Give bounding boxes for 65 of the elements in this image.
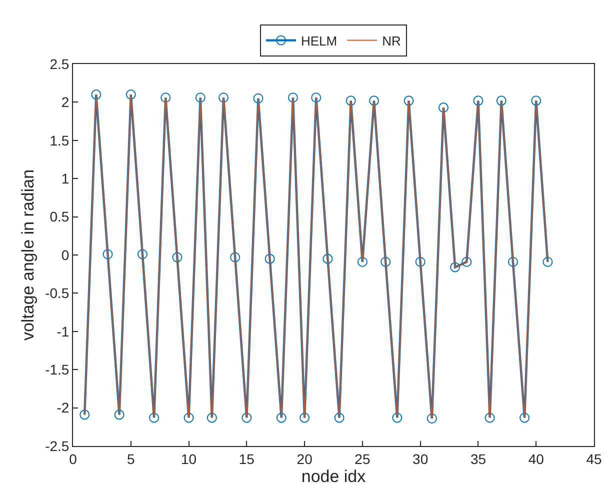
point xyxy=(288,92,298,103)
y-tick-label: -2 xyxy=(56,400,70,416)
point xyxy=(149,412,160,423)
point xyxy=(102,249,113,260)
point xyxy=(184,412,194,423)
point xyxy=(415,256,426,267)
point xyxy=(276,412,286,423)
x-tick-label: 25 xyxy=(354,450,370,467)
x-axis-title: node idx xyxy=(301,467,366,486)
x-tick-label: 35 xyxy=(470,450,486,467)
point xyxy=(300,412,310,423)
point xyxy=(160,92,171,103)
point xyxy=(137,249,148,260)
legend-label: HELM xyxy=(301,33,338,48)
y-tick-label: -0.5 xyxy=(45,285,70,302)
y-tick-label: -1 xyxy=(56,323,70,340)
point xyxy=(195,92,206,103)
point xyxy=(426,414,437,424)
point xyxy=(520,412,530,423)
point xyxy=(404,96,414,106)
point xyxy=(380,256,391,267)
point xyxy=(392,412,402,423)
point xyxy=(450,262,460,272)
point xyxy=(473,96,484,106)
point xyxy=(322,254,333,264)
point xyxy=(172,252,182,262)
point xyxy=(80,410,90,420)
y-tick-label: -2.5 xyxy=(45,438,70,454)
point xyxy=(334,412,344,423)
legend-label: NR xyxy=(382,33,401,48)
point xyxy=(496,96,506,106)
y-tick-label: -1.5 xyxy=(45,362,70,378)
point xyxy=(311,92,322,103)
point xyxy=(242,412,252,423)
point xyxy=(484,412,495,423)
point xyxy=(114,410,124,420)
x-tick-label: 10 xyxy=(180,450,197,467)
point xyxy=(438,102,448,113)
point xyxy=(531,96,542,106)
point xyxy=(230,252,240,262)
point xyxy=(369,96,380,106)
y-tick-label: 1 xyxy=(61,170,70,186)
point xyxy=(264,254,275,264)
y-tick-label: 2.5 xyxy=(50,56,70,72)
y-tick-label: 0.5 xyxy=(50,208,70,225)
point xyxy=(462,256,472,267)
x-tick-label: 15 xyxy=(238,450,255,467)
y-axis-title: voltage angle in radian xyxy=(18,169,38,341)
x-tick-label: 45 xyxy=(586,450,602,467)
x-tick-label: 40 xyxy=(528,450,544,467)
point xyxy=(508,256,518,267)
x-tick-label: 30 xyxy=(412,450,428,467)
point xyxy=(91,90,102,100)
point xyxy=(346,96,356,106)
point xyxy=(253,93,264,104)
point xyxy=(218,92,229,103)
y-tick-label: 1.5 xyxy=(50,132,70,148)
point xyxy=(206,412,217,423)
point xyxy=(126,90,136,100)
point xyxy=(357,256,368,267)
x-tick-label: 20 xyxy=(296,450,313,467)
y-tick-label: 2 xyxy=(61,94,70,110)
y-tick-label: 0 xyxy=(61,246,70,263)
point xyxy=(542,256,553,267)
x-tick-label: 5 xyxy=(126,450,135,467)
